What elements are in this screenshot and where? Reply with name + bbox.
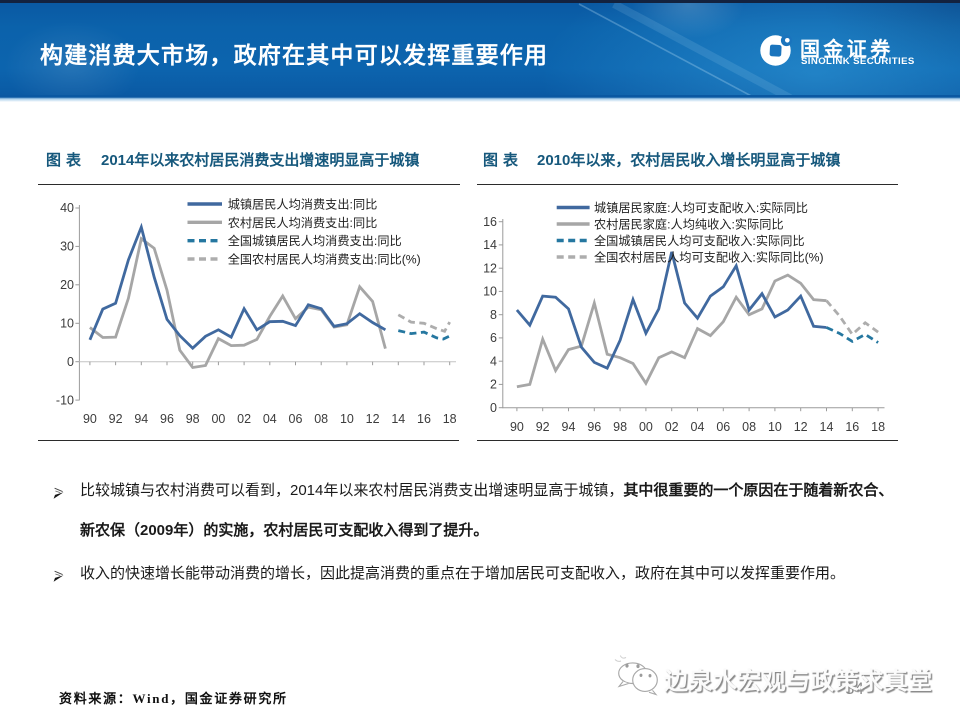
svg-text:农村居民人均消费支出:同比: 农村居民人均消费支出:同比 <box>228 216 378 230</box>
svg-text:10: 10 <box>60 317 74 331</box>
svg-text:6: 6 <box>490 331 497 345</box>
svg-text:全国农村居民人均可支配收入:实际同比(%): 全国农村居民人均可支配收入:实际同比(%) <box>594 250 824 265</box>
svg-text:2: 2 <box>490 378 497 392</box>
svg-text:98: 98 <box>186 412 200 426</box>
svg-text:06: 06 <box>289 412 303 426</box>
svg-text:8: 8 <box>490 308 497 322</box>
svg-text:全国城镇居民人均消费支出:同比: 全国城镇居民人均消费支出:同比 <box>228 233 402 248</box>
svg-text:14: 14 <box>820 420 834 434</box>
svg-text:城镇居民家庭:人均可支配收入:实际同比: 城镇居民家庭:人均可支配收入:实际同比 <box>594 200 808 215</box>
svg-text:00: 00 <box>639 420 653 434</box>
svg-text:0: 0 <box>67 355 74 369</box>
svg-text:12: 12 <box>366 412 380 426</box>
svg-text:16: 16 <box>483 215 497 229</box>
svg-text:全国城镇居民人均可支配收入:实际同比: 全国城镇居民人均可支配收入:实际同比 <box>594 233 805 248</box>
svg-text:06: 06 <box>716 420 730 434</box>
svg-text:0: 0 <box>490 401 497 415</box>
svg-text:18: 18 <box>443 412 457 426</box>
svg-text:04: 04 <box>263 412 277 426</box>
svg-text:30: 30 <box>60 240 74 254</box>
svg-text:94: 94 <box>134 412 148 426</box>
svg-text:16: 16 <box>417 412 431 426</box>
svg-text:98: 98 <box>613 420 627 434</box>
svg-text:90: 90 <box>510 420 524 434</box>
svg-text:4: 4 <box>490 354 497 368</box>
svg-text:城镇居民人均消费支出:同比: 城镇居民人均消费支出:同比 <box>228 198 378 212</box>
svg-text:92: 92 <box>536 420 550 434</box>
svg-text:16: 16 <box>845 420 859 434</box>
svg-text:12: 12 <box>794 420 808 434</box>
svg-text:92: 92 <box>109 412 123 426</box>
svg-text:40: 40 <box>60 201 74 215</box>
svg-text:18: 18 <box>871 420 885 434</box>
svg-text:96: 96 <box>587 420 601 434</box>
svg-text:90: 90 <box>83 412 97 426</box>
svg-text:94: 94 <box>562 420 576 434</box>
svg-text:02: 02 <box>237 412 251 426</box>
svg-text:14: 14 <box>483 238 497 252</box>
svg-text:全国农村居民人均消费支出:同比(%): 全国农村居民人均消费支出:同比(%) <box>228 252 421 267</box>
svg-text:04: 04 <box>691 420 705 434</box>
svg-text:-10: -10 <box>56 393 74 407</box>
svg-text:08: 08 <box>742 420 756 434</box>
svg-text:96: 96 <box>160 412 174 426</box>
svg-text:00: 00 <box>211 412 225 426</box>
svg-text:10: 10 <box>483 285 497 299</box>
svg-text:10: 10 <box>768 420 782 434</box>
svg-text:08: 08 <box>314 412 328 426</box>
svg-text:02: 02 <box>665 420 679 434</box>
svg-text:农村居民家庭:人均纯收入:实际同比: 农村居民家庭:人均纯收入:实际同比 <box>594 217 784 232</box>
svg-text:14: 14 <box>391 412 405 426</box>
svg-text:20: 20 <box>60 278 74 292</box>
svg-text:12: 12 <box>483 261 497 275</box>
svg-text:10: 10 <box>340 412 354 426</box>
